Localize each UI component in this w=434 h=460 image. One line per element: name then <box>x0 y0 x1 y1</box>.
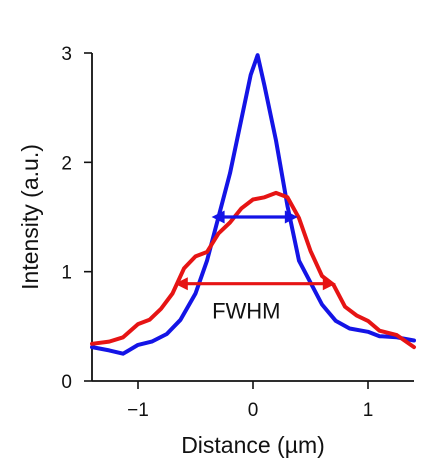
arrow-head-right <box>322 277 336 291</box>
y-tick-label: 3 <box>61 44 72 65</box>
y-tick-label: 0 <box>61 372 72 393</box>
series-line-1 <box>90 190 416 350</box>
arrow-head-left <box>211 210 225 224</box>
annotation-layer: FWHM <box>174 210 336 324</box>
y-axis-label: Intensity (a.u.) <box>17 144 43 290</box>
x-ticks: −1 0 1 <box>127 381 373 421</box>
x-axis-label: Distance (µm) <box>181 432 325 458</box>
arrow-head-right <box>284 210 298 224</box>
fwhm-arrow-1: FWHM <box>174 277 336 324</box>
y-ticks: 0 1 2 3 <box>61 44 92 393</box>
y-tick-label: 1 <box>61 263 72 284</box>
x-tick-label: 0 <box>248 400 259 421</box>
series-layer <box>90 53 416 356</box>
y-tick-label: 2 <box>61 153 72 174</box>
x-tick-label: −1 <box>127 400 149 421</box>
x-tick-label: 1 <box>363 400 374 421</box>
fwhm-label: FWHM <box>212 299 280 324</box>
plot-area: −1 0 1 0 1 2 3 FWHM Distance (µm) Intensity (… <box>17 44 416 458</box>
series-line-0 <box>90 53 416 356</box>
fwhm-arrow-0 <box>211 210 298 224</box>
arrow-head-left <box>174 277 188 291</box>
